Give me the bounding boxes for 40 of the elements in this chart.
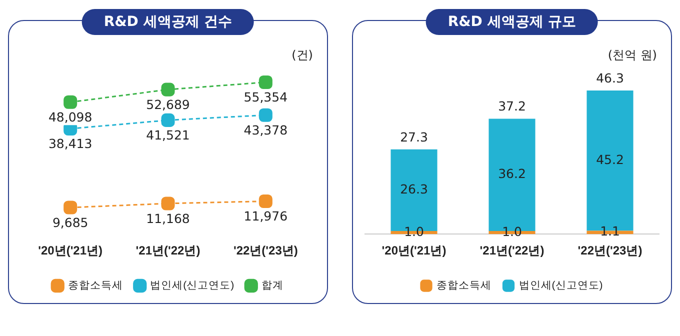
total-label: 27.3 — [400, 129, 428, 144]
y-axis-title: (건) — [292, 47, 313, 64]
data-label: 38,413 — [48, 136, 92, 152]
data-label: 41,521 — [146, 128, 190, 143]
x-tick-label: '20년('21년) — [382, 244, 446, 258]
legend-label: 법인세(신고연도) — [150, 280, 234, 292]
point — [64, 95, 78, 109]
data-label: 9,685 — [52, 215, 88, 230]
point — [161, 82, 175, 96]
data-label: 45.2 — [596, 152, 624, 167]
point — [161, 196, 175, 210]
legend-label: 법인세(신고연도) — [518, 280, 603, 292]
data-label: 1.0 — [404, 224, 424, 239]
x-tick-label: '20년('21년) — [38, 244, 103, 258]
point — [258, 75, 272, 90]
chart-title: R&D 세액공제 건수 — [82, 9, 254, 35]
y-axis-title: (천억 원) — [608, 47, 657, 64]
point — [64, 200, 78, 214]
data-label: 26.3 — [400, 181, 428, 196]
point — [161, 113, 175, 127]
total-label: 46.3 — [596, 70, 624, 86]
x-tick-label: '21년('22년) — [136, 244, 200, 258]
data-label: 36.2 — [498, 166, 526, 182]
legend-label: 합계 — [261, 280, 284, 292]
legend-label: 종합소득세 — [436, 280, 492, 292]
data-label: 43,378 — [244, 122, 288, 138]
total-label: 37.2 — [498, 98, 526, 114]
x-tick-label: '22년('23년) — [233, 244, 298, 258]
data-label: 11,976 — [244, 208, 288, 224]
data-label: 1.0 — [502, 224, 522, 239]
data-label: 11,168 — [146, 210, 190, 226]
data-label: 55,354 — [244, 90, 288, 105]
point — [258, 194, 272, 208]
x-tick-label: '21년('22년) — [480, 244, 544, 258]
data-label: 48,098 — [48, 110, 92, 125]
point — [258, 108, 272, 122]
chart-title: R&D 세액공제 규모 — [426, 9, 598, 35]
data-label: 52,689 — [146, 97, 190, 112]
x-tick-label: '22년('23년) — [578, 244, 642, 258]
legend-label: 종합소득세 — [68, 280, 123, 292]
